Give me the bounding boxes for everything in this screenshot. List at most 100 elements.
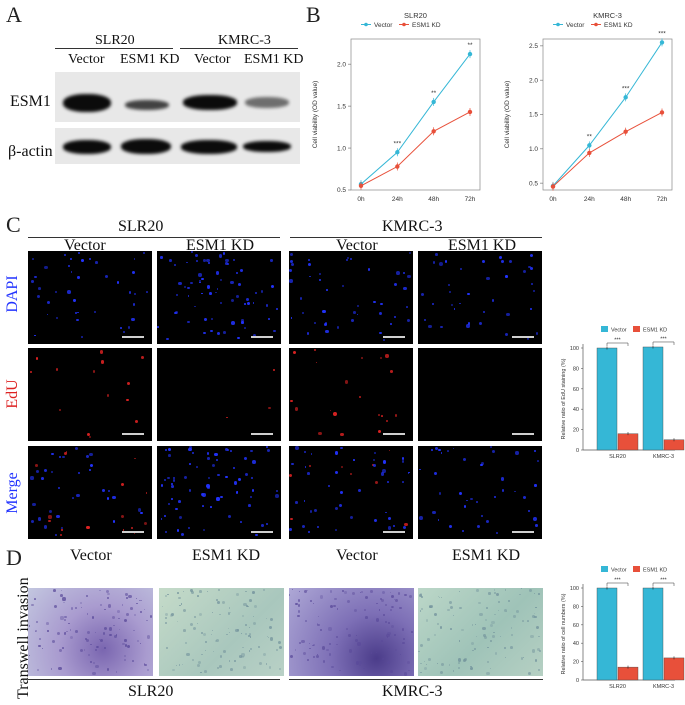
micro-cond-esm1kd-2: ESM1 KD <box>448 237 517 254</box>
x-tick-label: SLR20 <box>609 454 626 460</box>
micro-image-edu-3 <box>418 348 542 441</box>
legend-label-esm1kd: ESM1 KD <box>604 22 633 29</box>
bar-esm1kd <box>663 657 685 681</box>
tw-image-slr20-vector <box>28 588 153 676</box>
bar-esm1kd <box>663 439 685 451</box>
scale-bar <box>512 336 534 338</box>
y-tick-label: 0.5 <box>529 180 538 187</box>
y-tick-label: 1.0 <box>337 145 346 152</box>
significance-marker: ** <box>587 133 593 140</box>
y-axis-label: Cell viability (OD value) <box>504 81 511 149</box>
data-point-esm1kd <box>623 129 628 134</box>
tw-cellline-slr20: SLR20 <box>128 683 174 700</box>
significance-marker: ** <box>467 42 473 49</box>
data-point-vector <box>395 150 400 155</box>
panel-label-a: A <box>6 2 22 27</box>
x-tick-label: 72h <box>465 196 476 203</box>
wb-cond-esm1kd-2: ESM1 KD <box>244 52 304 67</box>
wb-cond-esm1kd-1: ESM1 KD <box>120 52 180 67</box>
wb-cellline-kmrc3: KMRC-3 <box>218 33 271 48</box>
micro-image-edu-1 <box>157 348 281 441</box>
micro-divider-kmrc3 <box>290 237 542 238</box>
significance-marker: ** <box>431 90 437 97</box>
tw-image-slr20-esm1kd <box>159 588 284 676</box>
tw-image-kmrc3-esm1kd <box>418 588 543 676</box>
y-tick-label: 2.0 <box>337 61 346 68</box>
scale-bar <box>512 531 534 533</box>
legend-label-esm1kd: ESM1 KD <box>643 568 667 574</box>
significance-marker: *** <box>622 85 630 92</box>
legend-marker-vector <box>556 22 560 27</box>
y-axis-label: Relative ratio of cell numbers (%) <box>561 593 567 674</box>
micro-row-edu: EdU <box>4 379 21 409</box>
y-tick-label: 0 <box>576 448 579 454</box>
micro-image-dapi-3 <box>418 251 542 344</box>
significance-marker: *** <box>394 140 402 147</box>
legend-swatch-vector <box>601 326 608 332</box>
data-point-esm1kd <box>358 183 364 189</box>
legend-label-vector: Vector <box>374 22 393 29</box>
wb-actin-blot <box>55 128 300 164</box>
significance-marker: *** <box>660 578 667 584</box>
x-tick-label: 48h <box>428 196 439 203</box>
wb-divider-slr20 <box>55 48 173 49</box>
scale-bar <box>383 336 405 338</box>
significance-marker: *** <box>658 30 666 37</box>
bar-vector <box>642 346 664 451</box>
scale-bar <box>122 433 144 435</box>
legend-marker-vector <box>364 22 368 27</box>
legend-swatch-esm1kd <box>633 566 640 572</box>
micro-image-edu-2 <box>289 348 413 441</box>
significance-marker: *** <box>614 338 621 344</box>
legend-marker-esm1kd <box>402 22 406 27</box>
data-point-vector <box>659 40 665 45</box>
y-tick-label: 20 <box>573 660 579 666</box>
legend-marker-esm1kd <box>594 22 598 27</box>
wb-esm1-blot <box>55 72 300 122</box>
scale-bar <box>122 531 144 533</box>
wb-protein-esm1: ESM1 <box>10 93 51 110</box>
micro-cond-vector-1: Vector <box>64 237 106 254</box>
micro-image-edu-0 <box>28 348 152 441</box>
micro-image-merge-0 <box>28 446 152 539</box>
x-tick-label: SLR20 <box>609 684 626 690</box>
y-tick-label: 2.5 <box>529 43 538 50</box>
significance-bracket <box>652 341 675 345</box>
tw-cellline-kmrc3: KMRC-3 <box>382 683 443 700</box>
significance-bracket <box>652 582 675 586</box>
data-point-esm1kd <box>467 109 473 115</box>
data-point-vector <box>623 95 628 100</box>
micro-divider-slr20 <box>28 237 280 238</box>
y-tick-label: 80 <box>573 366 579 372</box>
y-tick-label: 40 <box>573 641 579 647</box>
significance-marker: *** <box>660 336 667 342</box>
x-tick-label: 48h <box>620 196 631 203</box>
scale-bar <box>251 531 273 533</box>
bar-vector <box>642 587 664 681</box>
y-tick-label: 60 <box>573 623 579 629</box>
tw-cond-vector-1: Vector <box>70 547 112 564</box>
y-tick-label: 100 <box>570 586 579 592</box>
viability-charts: SLR20 Vector ESM1 KD 0.5 1.0 1.5 2.0 0h 24h 48h 72… <box>312 11 673 203</box>
legend-label-vector: Vector <box>611 568 627 574</box>
y-tick-label: 60 <box>573 387 579 393</box>
x-tick-label: KMRC-3 <box>653 684 674 690</box>
legend-label-vector: Vector <box>566 22 585 29</box>
scale-bar <box>251 336 273 338</box>
significance-marker: *** <box>614 578 621 584</box>
data-point-vector <box>431 99 436 105</box>
y-tick-label: 100 <box>570 346 579 352</box>
x-tick-label: 24h <box>584 196 595 203</box>
scale-bar <box>383 433 405 435</box>
micro-image-merge-1 <box>157 446 281 539</box>
x-tick-label: 72h <box>657 196 668 203</box>
micro-image-merge-3 <box>418 446 542 539</box>
micro-cond-esm1kd-1: ESM1 KD <box>186 237 255 254</box>
y-tick-label: 1.5 <box>529 112 538 119</box>
series-line-vector <box>552 42 663 187</box>
y-axis-label: Relative ratio of EdU staining (%) <box>561 358 567 439</box>
tw-cond-esm1kd-1: ESM1 KD <box>192 547 261 564</box>
